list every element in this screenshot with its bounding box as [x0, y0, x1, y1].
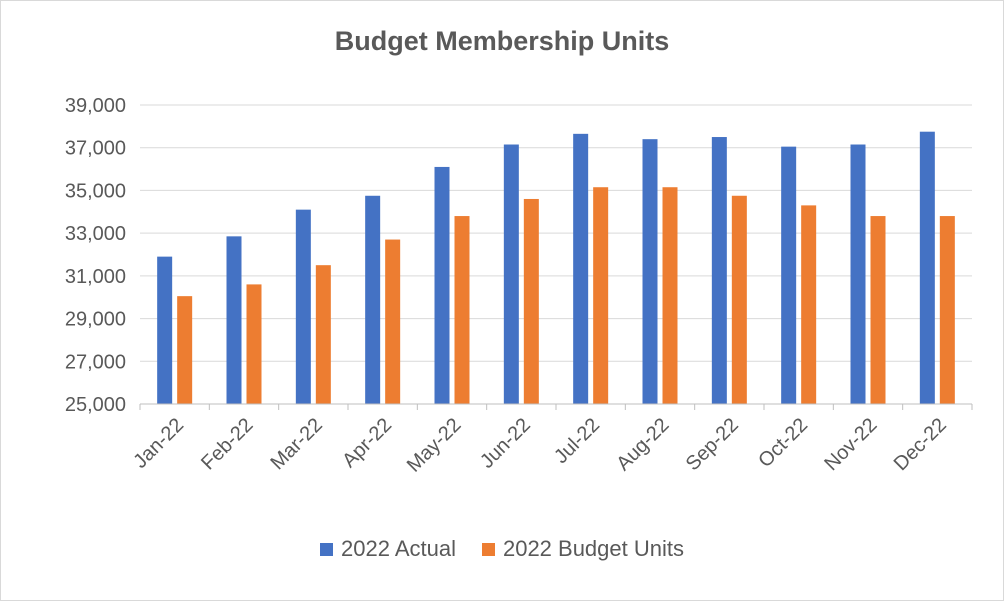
y-tick-label: 37,000 [65, 138, 126, 160]
x-axis: Jan-22 Feb-22 Mar-22 Apr-22 May-22 Jun-22 Jul-… [129, 403, 973, 477]
bar-budget [454, 216, 470, 404]
chart-title: Budget Membership Units [334, 26, 670, 56]
legend-swatch-budget [481, 542, 495, 556]
x-tick-label: Oct-22 [754, 414, 812, 472]
bars [157, 131, 955, 405]
legend-label-budget: 2022 Budget Units [502, 536, 684, 561]
bar-budget [523, 198, 539, 404]
bar-budget [731, 195, 747, 404]
y-tick-label: 31,000 [65, 266, 126, 288]
x-tick-label: Apr-22 [338, 414, 396, 472]
x-tick-label: Dec-22 [890, 414, 951, 475]
y-tick-label: 39,000 [65, 95, 126, 117]
gridlines [140, 104, 972, 405]
x-tick-label: Feb-22 [197, 414, 257, 474]
legend-item-actual: 2022 Actual [319, 536, 456, 562]
bar-actual [850, 144, 866, 404]
y-tick-label: 27,000 [65, 351, 126, 373]
y-tick-label: 25,000 [65, 394, 126, 416]
bar-actual [573, 133, 589, 404]
bar-budget [662, 187, 678, 404]
bar-budget [870, 216, 886, 404]
x-tick-label: Jul-22 [550, 414, 604, 468]
bar-actual [711, 137, 727, 405]
bar-budget [177, 296, 193, 404]
bar-actual [434, 166, 450, 404]
bar-actual [781, 146, 797, 404]
y-axis-labels: 25,000 27,000 29,000 31,000 33,000 35,000 37,0… [65, 95, 126, 416]
bar-actual [226, 236, 242, 404]
x-tick-label: Aug-22 [612, 414, 673, 475]
x-tick-label: Nov-22 [820, 414, 881, 475]
y-tick-label: 33,000 [65, 223, 126, 245]
bar-actual [642, 139, 658, 404]
y-tick-label: 29,000 [65, 309, 126, 331]
legend: 2022 Actual 2022 Budget Units [0, 536, 1004, 562]
x-tick-label: Mar-22 [267, 414, 327, 474]
bar-budget [385, 239, 401, 404]
legend-label-actual: 2022 Actual [340, 536, 456, 561]
x-tick-label: Sep-22 [682, 414, 743, 475]
bar-actual [503, 144, 519, 404]
x-tick-label: Jan-22 [129, 414, 188, 473]
bar-budget [246, 284, 262, 404]
legend-item-budget: 2022 Budget Units [481, 536, 684, 562]
bar-budget [801, 205, 817, 404]
bar-actual [295, 209, 311, 404]
bar-budget [939, 216, 955, 404]
bar-budget [593, 187, 609, 404]
x-tick-label: May-22 [403, 414, 466, 477]
bar-actual [157, 256, 173, 404]
bar-actual [365, 195, 381, 404]
bar-actual [919, 131, 935, 405]
x-tick-label: Jun-22 [476, 414, 535, 473]
legend-swatch-actual [319, 542, 333, 556]
bar-budget [315, 265, 331, 404]
y-tick-label: 35,000 [65, 180, 126, 202]
